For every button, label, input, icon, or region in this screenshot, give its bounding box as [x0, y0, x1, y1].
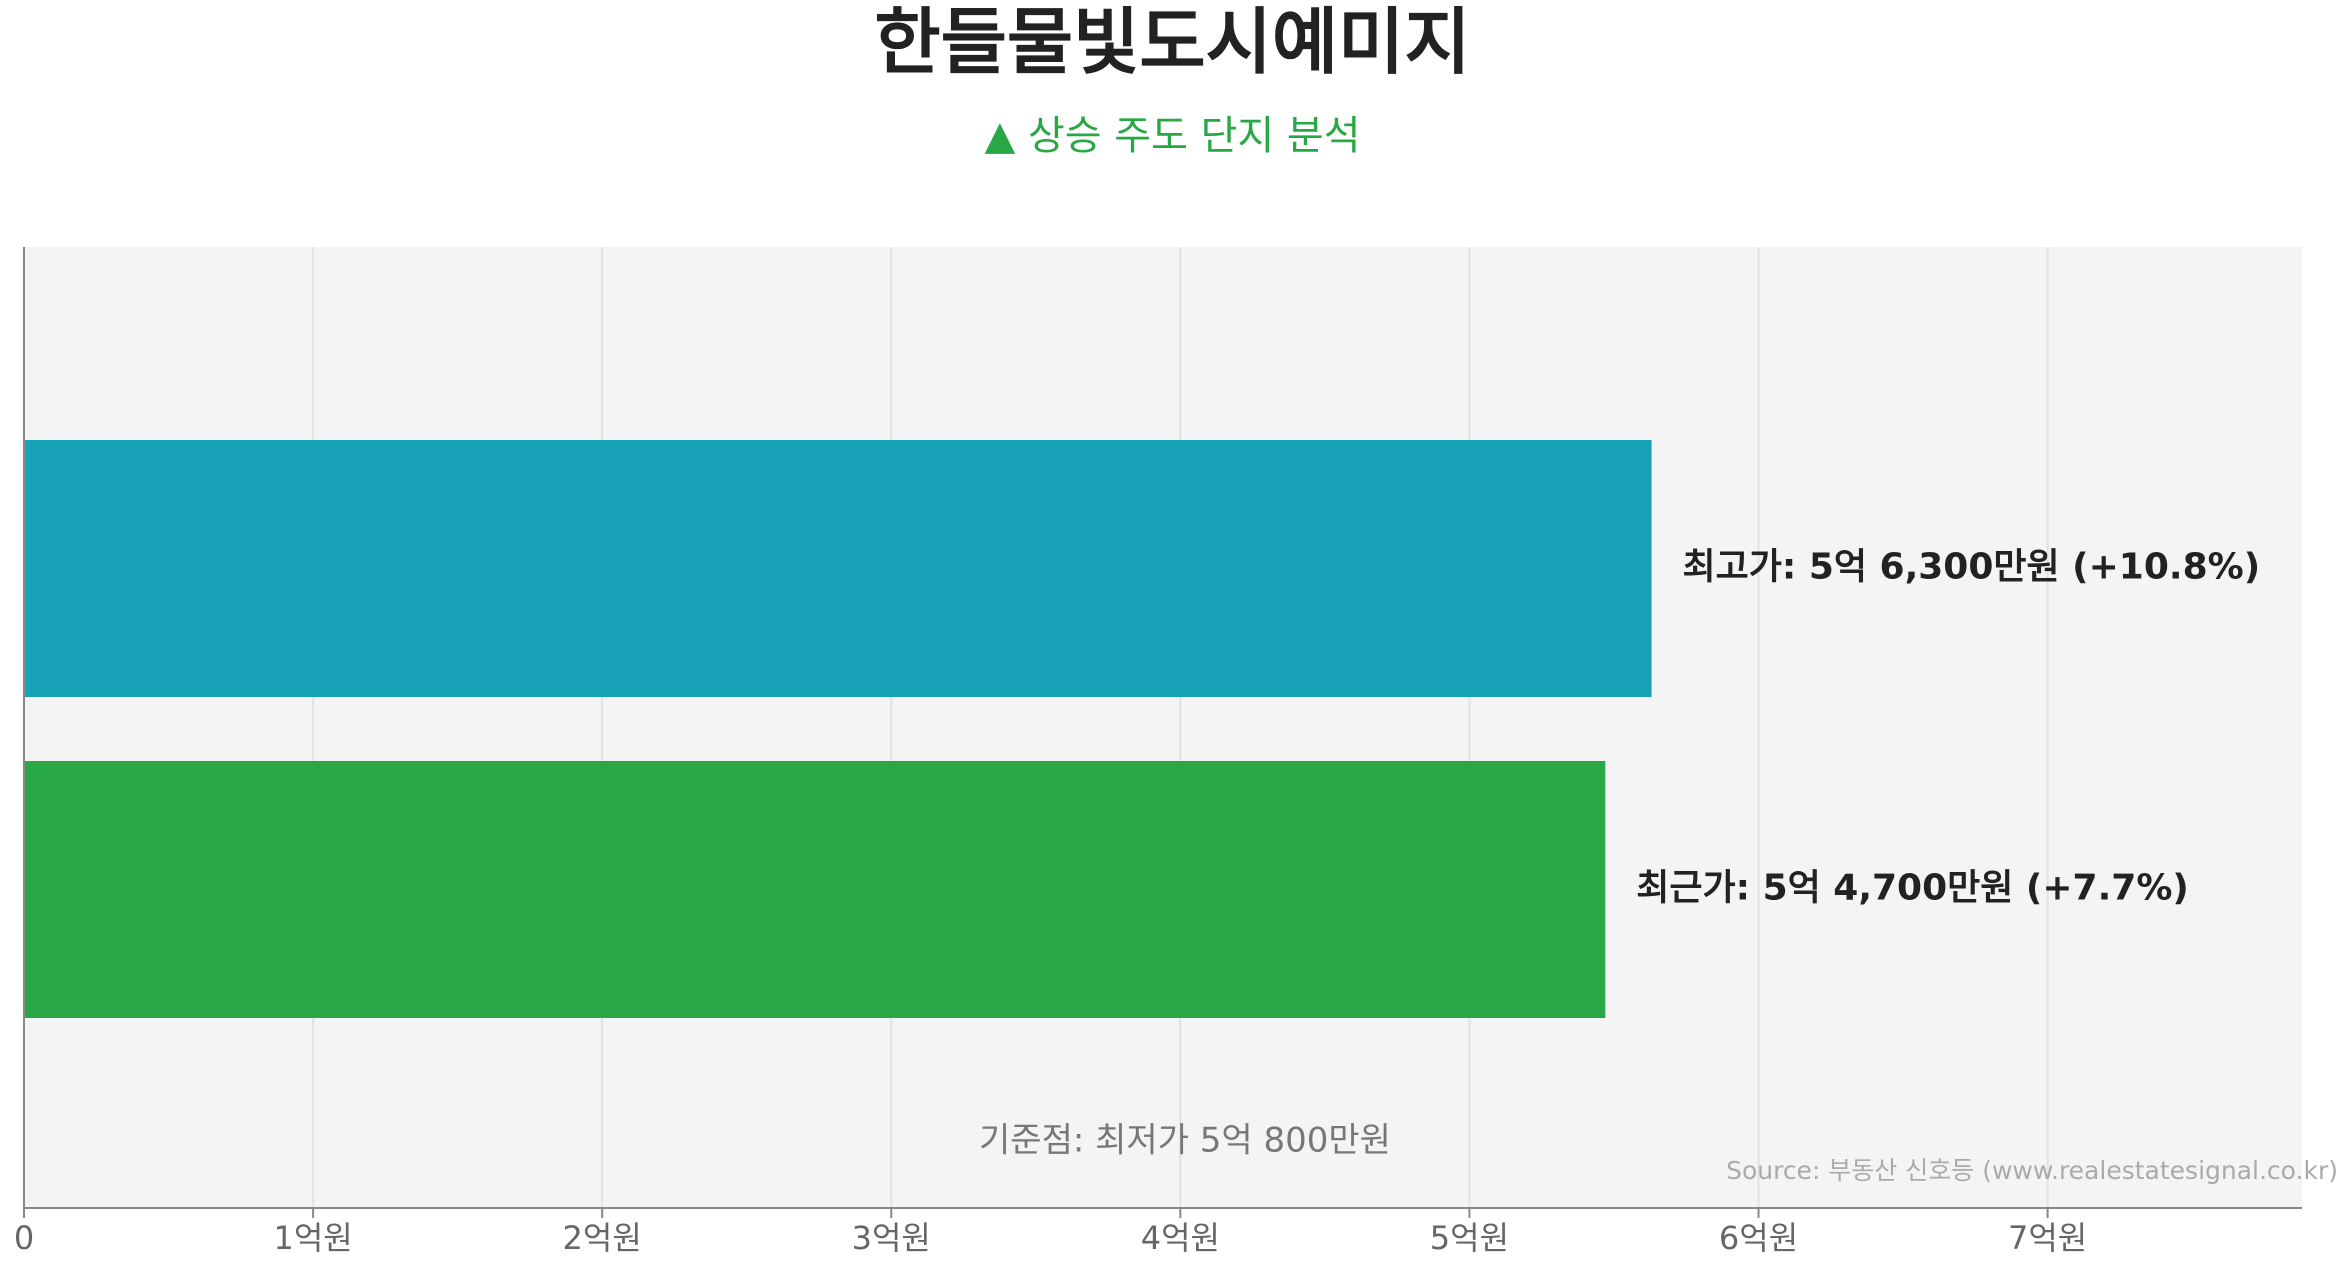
x-tick-label: 3억원 — [852, 1219, 931, 1257]
x-tick-label: 7억원 — [2008, 1219, 2087, 1257]
x-tick-label: 4억원 — [1141, 1219, 1220, 1257]
x-tick-label: 6억원 — [1719, 1219, 1798, 1257]
x-tick-label: 0 — [14, 1219, 34, 1257]
bar-value-label: 최근가: 5억 4,700만원 (+7.7%) — [1636, 868, 2189, 909]
x-tick-label: 1억원 — [273, 1219, 352, 1257]
x-tick-label: 2억원 — [563, 1219, 642, 1257]
bar-최근가 — [24, 761, 1606, 1018]
source-note: Source: 부동산 신호등 (www.realestatesignal.co… — [1726, 1156, 2338, 1185]
bar-최고가 — [24, 440, 1652, 697]
chart-title: 한들물빛도시예미지 — [874, 0, 1471, 84]
chart-subtitle: ▲ 상승 주도 단지 분석 — [984, 113, 1361, 159]
x-tick-label: 5억원 — [1430, 1219, 1509, 1257]
bar-value-label: 최고가: 5억 6,300만원 (+10.8%) — [1683, 547, 2261, 588]
baseline-annotation: 기준점: 최저가 5억 800만원 — [979, 1121, 1391, 1161]
plot-background — [24, 247, 2302, 1208]
